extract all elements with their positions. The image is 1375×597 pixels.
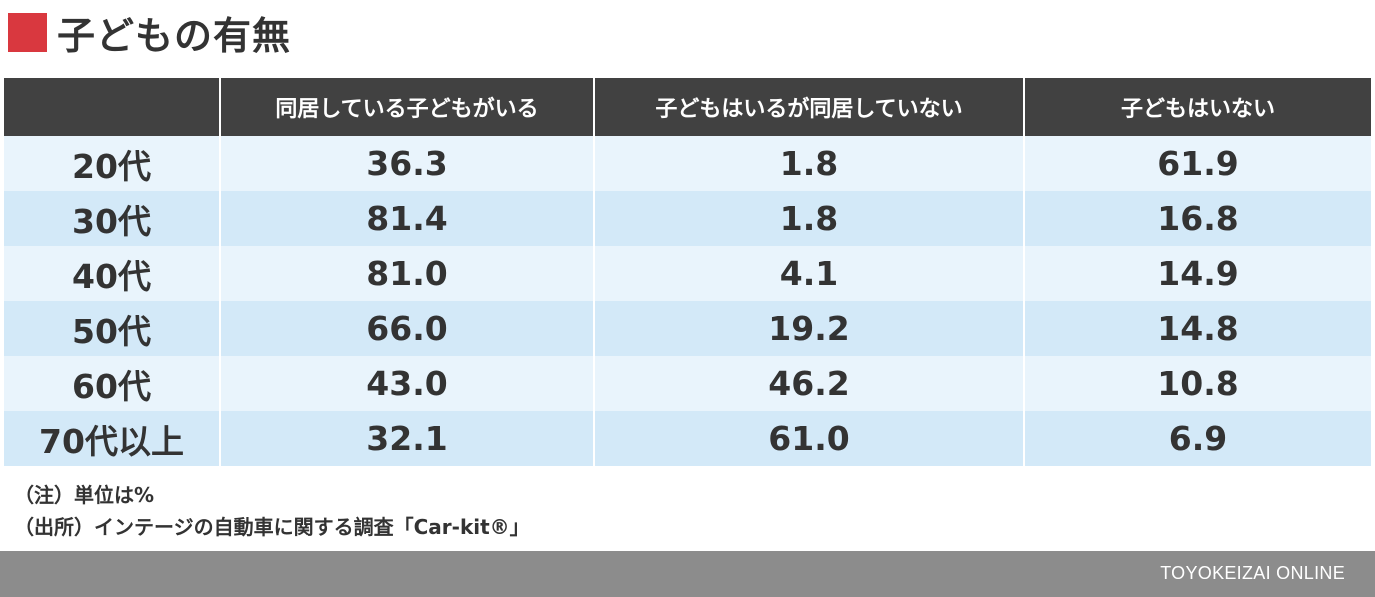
header-cell-children-not-living-together: 子どもはいるが同居していない [593,78,1024,136]
value-cell: 10.8 [1023,356,1371,411]
value-cell: 36.3 [219,136,594,191]
header-cell-no-children: 子どもはいない [1023,78,1371,136]
data-table: 同居している子どもがいる 子どもはいるが同居していない 子どもはいない 20代 3… [4,78,1371,466]
value-cell: 46.2 [593,356,1024,411]
value-cell: 1.8 [593,191,1024,246]
row-label: 60代 [4,356,220,411]
value-cell: 14.8 [1023,301,1371,356]
page-title: 子どもの有無 [57,13,292,58]
row-label: 50代 [4,301,220,356]
footer-bar: TOYOKEIZAI ONLINE [0,551,1375,597]
row-label: 30代 [4,191,220,246]
value-cell: 19.2 [593,301,1024,356]
title-marker-icon [8,12,47,52]
row-label: 40代 [4,246,220,301]
value-cell: 66.0 [219,301,594,356]
value-cell: 61.9 [1023,136,1371,191]
unit-note: （注）単位は% [14,483,155,507]
header-row: 同居している子どもがいる 子どもはいるが同居していない 子どもはいない [4,78,1371,136]
header-cell-living-with-children: 同居している子どもがいる [219,78,594,136]
value-cell: 16.8 [1023,191,1371,246]
value-cell: 43.0 [219,356,594,411]
table-row: 20代 36.3 1.8 61.9 [4,136,1371,191]
value-cell: 61.0 [593,411,1024,466]
value-cell: 14.9 [1023,246,1371,301]
table-row: 60代 43.0 46.2 10.8 [4,356,1371,411]
value-cell: 32.1 [219,411,594,466]
value-cell: 6.9 [1023,411,1371,466]
table-row: 70代以上 32.1 61.0 6.9 [4,411,1371,466]
table-row: 50代 66.0 19.2 14.8 [4,301,1371,356]
table-row: 40代 81.0 4.1 14.9 [4,246,1371,301]
row-label: 20代 [4,136,220,191]
table-row: 30代 81.4 1.8 16.8 [4,191,1371,246]
value-cell: 4.1 [593,246,1024,301]
title-bar: 子どもの有無 [8,6,291,58]
source-note: （出所）インテージの自動車に関する調査「Car-kit®」 [14,515,530,539]
footer-brand: TOYOKEIZAI ONLINE [1160,563,1345,583]
header-cell-corner [4,78,220,136]
value-cell: 81.0 [219,246,594,301]
table-body: 20代 36.3 1.8 61.9 30代 81.4 1.8 16.8 40代 81.0 4.1 14… [4,136,1371,466]
notes: （注）単位は% （出所）インテージの自動車に関する調査「Car-kit®」 [14,479,530,543]
value-cell: 81.4 [219,191,594,246]
value-cell: 1.8 [593,136,1024,191]
row-label: 70代以上 [4,411,220,466]
